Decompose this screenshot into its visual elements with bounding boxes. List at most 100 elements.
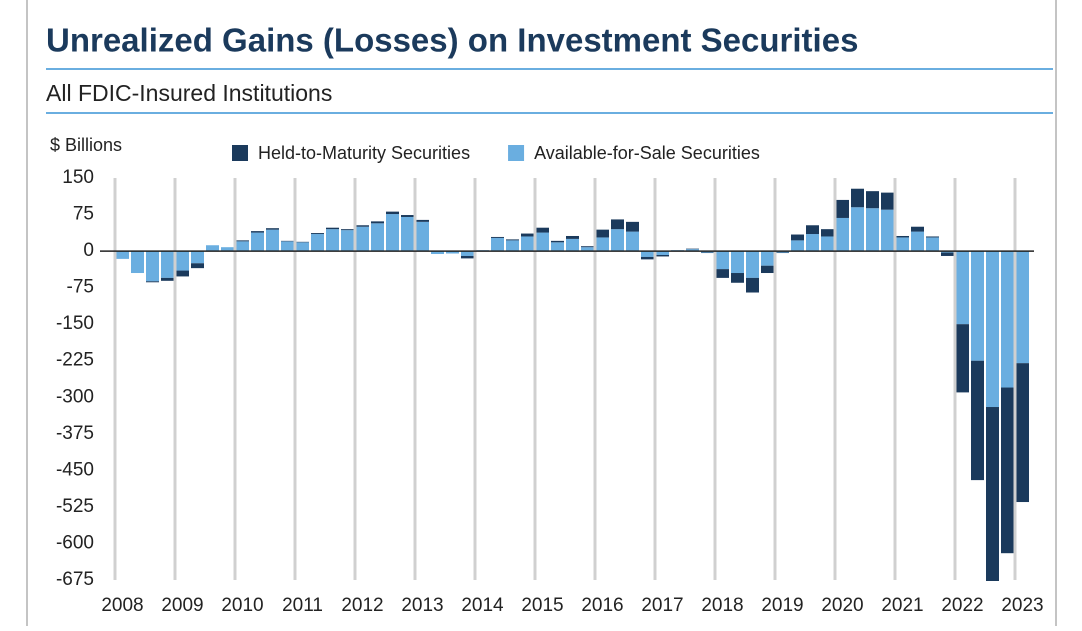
bar [911,232,924,251]
bar [371,223,384,251]
bar [371,221,384,223]
x-tick-label: 2015 [521,595,563,616]
bar [566,236,579,239]
bar [191,251,204,263]
bar [851,207,864,251]
bar [296,242,309,251]
y-tick-label: -300 [56,386,94,407]
y-tick-label: 0 [83,240,94,261]
chart-title: Unrealized Gains (Losses) on Investment … [46,22,858,59]
bar [791,240,804,251]
y-tick-label: -225 [56,350,94,371]
bar [911,227,924,232]
bar [536,233,549,252]
x-tick-label: 2013 [401,595,443,616]
bar [341,229,354,230]
bar [626,222,639,232]
bar [386,214,399,251]
bar [926,236,939,237]
bar [551,241,564,242]
x-tick-label: 2018 [701,595,743,616]
bar [326,229,339,251]
bar [731,251,744,273]
bar [506,240,519,251]
bar [716,251,729,269]
y-tick-label: -675 [56,569,94,590]
bar [416,220,429,222]
bar [866,208,879,251]
bar [596,230,609,238]
bar [866,191,879,208]
x-tick-label: 2022 [941,595,983,616]
bar [611,219,624,229]
bar [836,200,849,218]
bar [416,222,429,251]
bar [536,228,549,233]
bar [746,278,759,293]
bar [941,253,954,256]
bar [326,228,339,229]
bar [971,251,984,361]
bar [251,231,264,232]
bar [626,232,639,251]
bar [161,251,174,278]
bar [176,271,189,277]
bar [746,251,759,278]
bar [1001,251,1014,387]
chart-subtitle: All FDIC-Insured Institutions [46,80,332,106]
bar [356,227,369,251]
bar [281,241,294,251]
plot-area [116,189,1029,588]
bar [986,251,999,407]
y-tick-label: -600 [56,532,94,553]
bar [956,251,969,324]
y-tick-label: -150 [56,313,94,334]
bar [236,240,249,241]
y-tick-label: 75 [73,204,94,225]
bar [656,255,669,256]
bar [926,237,939,251]
y-tick-label: -75 [67,277,94,298]
bar [896,237,909,251]
bar [356,225,369,226]
bar [266,228,279,229]
bar [566,239,579,251]
bar [311,233,324,234]
x-tick-label: 2019 [761,595,803,616]
bar [641,257,654,259]
bar [146,281,159,282]
bar [176,251,189,270]
bar [611,229,624,251]
bar [716,269,729,278]
bar [191,263,204,268]
x-tick-label: 2016 [581,595,623,616]
bar [896,236,909,237]
x-tick-label: 2008 [101,595,143,616]
bar [821,236,834,251]
bar [386,212,399,214]
bar [836,218,849,251]
x-tick-label: 2011 [282,595,323,616]
bar [236,241,249,251]
bar [341,230,354,251]
bar [521,236,534,251]
bar [506,239,519,240]
bar [491,237,504,238]
bar [461,256,474,258]
legend-swatch [508,145,524,161]
bar [401,217,414,251]
legend-label: Available-for-Sale Securities [534,143,760,163]
bar [791,235,804,241]
x-tick-label: 2023 [1001,595,1043,616]
bar [266,230,279,251]
x-tick-label: 2020 [821,595,863,616]
bar [311,234,324,251]
bar [641,251,654,257]
x-tick-label: 2012 [341,595,383,616]
bar [251,233,264,252]
bar [806,234,819,251]
y-tick-label: -375 [56,423,94,444]
x-tick-label: 2014 [461,595,504,616]
y-tick-label: -525 [56,496,94,517]
